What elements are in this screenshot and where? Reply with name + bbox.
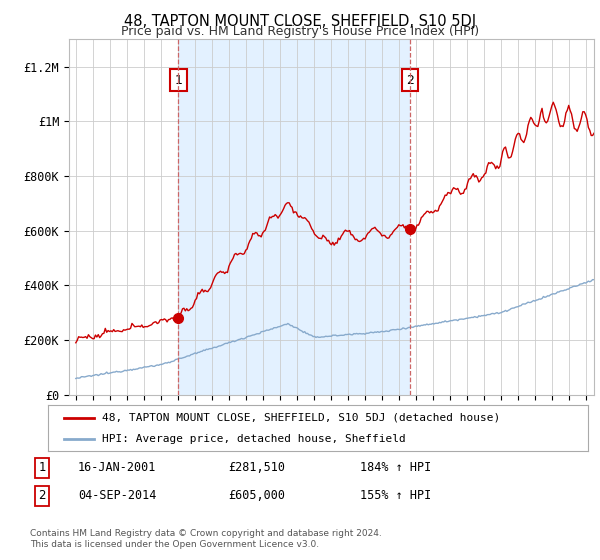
- Text: 184% ↑ HPI: 184% ↑ HPI: [360, 461, 431, 474]
- Bar: [178, 39, 410, 395]
- Text: Price paid vs. HM Land Registry's House Price Index (HPI): Price paid vs. HM Land Registry's House …: [121, 25, 479, 38]
- Text: 2: 2: [406, 74, 414, 87]
- Text: Contains HM Land Registry data © Crown copyright and database right 2024.
This d: Contains HM Land Registry data © Crown c…: [30, 529, 382, 549]
- Text: 2: 2: [38, 489, 46, 502]
- Text: 48, TAPTON MOUNT CLOSE, SHEFFIELD, S10 5DJ (detached house): 48, TAPTON MOUNT CLOSE, SHEFFIELD, S10 5…: [102, 413, 500, 423]
- Text: 1: 1: [175, 74, 182, 87]
- Text: £605,000: £605,000: [228, 489, 285, 502]
- Text: £281,510: £281,510: [228, 461, 285, 474]
- Text: 48, TAPTON MOUNT CLOSE, SHEFFIELD, S10 5DJ: 48, TAPTON MOUNT CLOSE, SHEFFIELD, S10 5…: [124, 14, 476, 29]
- Text: 155% ↑ HPI: 155% ↑ HPI: [360, 489, 431, 502]
- Text: 04-SEP-2014: 04-SEP-2014: [78, 489, 157, 502]
- Text: 1: 1: [38, 461, 46, 474]
- Text: HPI: Average price, detached house, Sheffield: HPI: Average price, detached house, Shef…: [102, 435, 406, 444]
- Text: 16-JAN-2001: 16-JAN-2001: [78, 461, 157, 474]
